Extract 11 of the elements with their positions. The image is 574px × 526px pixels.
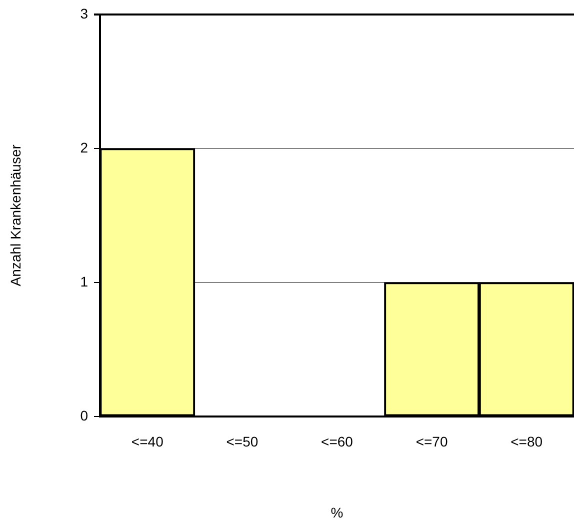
y-tick-label: 0 bbox=[80, 407, 88, 424]
x-tick-label: <=80 bbox=[510, 434, 543, 450]
y-axis-title: Anzahl Krankenhäuser bbox=[7, 144, 24, 286]
y-tick-label: 1 bbox=[80, 273, 88, 290]
x-axis-title: % bbox=[330, 504, 344, 520]
y-tick-label: 3 bbox=[80, 5, 88, 22]
x-tick-label: <=70 bbox=[416, 434, 448, 450]
x-tick-label: <=60 bbox=[321, 434, 354, 450]
x-tick-label: <=40 bbox=[131, 434, 164, 450]
y-tick-label: 2 bbox=[80, 139, 88, 156]
x-tick-label: <=50 bbox=[226, 434, 258, 450]
